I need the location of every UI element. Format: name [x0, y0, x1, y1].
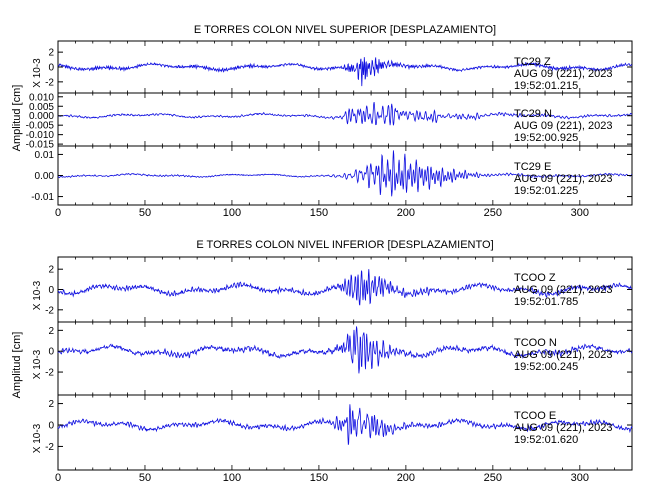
x-tick-label: 150 [310, 207, 328, 219]
panel-frame [57, 394, 633, 471]
x-tick-label: 100 [223, 472, 241, 484]
figure-upper: E TORRES COLON NIVEL SUPERIOR [DESPLAZAM… [11, 24, 633, 219]
x-tick-label: 200 [397, 472, 415, 484]
date-label: AUG 09 (221), 2023 [514, 422, 612, 434]
time-label: 19:52:00.245 [514, 361, 578, 373]
figure-title-upper: E TORRES COLON NIVEL SUPERIOR [DESPLAZAM… [194, 24, 496, 36]
y-tick-label: 0.010 [29, 92, 54, 103]
date-label: AUG 09 (221), 2023 [514, 120, 612, 132]
date-label: AUG 09 (221), 2023 [514, 284, 612, 296]
station-label: TC29 N [514, 108, 552, 120]
x-tick-label: 250 [484, 207, 502, 219]
time-label: 19:52:01.225 [514, 185, 578, 197]
waveform-trace [57, 404, 633, 445]
x-tick-label: 300 [571, 472, 589, 484]
y-tick-label: 0.00 [35, 171, 55, 182]
y-tick-label: -2 [45, 442, 54, 453]
station-label: TCOO N [514, 337, 557, 349]
multiplier-label: X 10-3 [32, 58, 43, 88]
y-tick-label: 0.01 [35, 150, 55, 161]
x-axis-upper: 0 50 100 150 200 250 300 [55, 207, 589, 219]
x-tick-label: 0 [55, 472, 61, 484]
time-label: 19:52:01.215 [514, 80, 578, 92]
y-tick-label: 0.005 [29, 102, 54, 113]
waveform-trace [57, 326, 633, 374]
multiplier-label: X 10-3 [32, 280, 43, 310]
y-tick-label: -2 [45, 77, 54, 88]
waveform-trace [57, 269, 633, 306]
y-tick-label: 0 [48, 285, 54, 296]
y-tick-label: -0.005 [26, 121, 55, 132]
multiplier-label: X 10-3 [32, 423, 43, 453]
y-tick-label: 2 [48, 326, 54, 337]
station-label: TCOO E [514, 410, 556, 422]
date-label: AUG 09 (221), 2023 [514, 68, 612, 80]
figure-title-lower: E TORRES COLON NIVEL INFERIOR [DESPLAZAM… [196, 239, 493, 251]
x-tick-label: 50 [139, 472, 151, 484]
x-tick-label: 100 [223, 207, 241, 219]
x-tick-label: 50 [139, 207, 151, 219]
figure-lower: E TORRES COLON NIVEL INFERIOR [DESPLAZAM… [11, 239, 633, 484]
y-tick-label: 2 [48, 48, 54, 59]
time-label: 19:52:01.620 [514, 434, 578, 446]
waveform-trace [57, 102, 633, 126]
multiplier-label: X 10-3 [32, 349, 43, 379]
x-tick-label: 250 [484, 472, 502, 484]
x-tick-label: 200 [397, 207, 415, 219]
station-label: TCOO Z [514, 272, 556, 284]
y-tick-label: 2 [48, 399, 54, 410]
ylabel-lower: Amplitud [cm] [11, 332, 23, 399]
y-tick-label: -2 [45, 305, 54, 316]
y-tick-label: 0 [48, 63, 54, 74]
date-label: AUG 09 (221), 2023 [514, 349, 612, 361]
ylabel-upper: Amplitud [cm] [11, 85, 23, 152]
waveform-trace [57, 57, 633, 87]
time-label: 19:52:00.925 [514, 132, 578, 144]
station-label: TC29 Z [514, 56, 551, 68]
x-axis-lower: 0 50 100 150 200 250 300 [55, 472, 589, 484]
x-tick-label: 0 [55, 207, 61, 219]
y-tick-label: 2 [48, 265, 54, 276]
y-tick-label: -0.015 [26, 140, 55, 151]
y-tick-label: -0.01 [31, 192, 54, 203]
y-tick-label: 0 [48, 347, 54, 358]
y-tick-label: -2 [45, 368, 54, 379]
waveform-trace [58, 150, 633, 197]
date-label: AUG 09 (221), 2023 [514, 173, 612, 185]
x-tick-label: 150 [310, 472, 328, 484]
y-tick-label: 0.000 [29, 111, 54, 122]
time-label: 19:52:01.785 [514, 296, 578, 308]
station-label: TC29 E [514, 161, 551, 173]
y-tick-label: 0 [48, 421, 54, 432]
y-tick-label: -0.010 [26, 130, 55, 141]
x-tick-label: 300 [571, 207, 589, 219]
